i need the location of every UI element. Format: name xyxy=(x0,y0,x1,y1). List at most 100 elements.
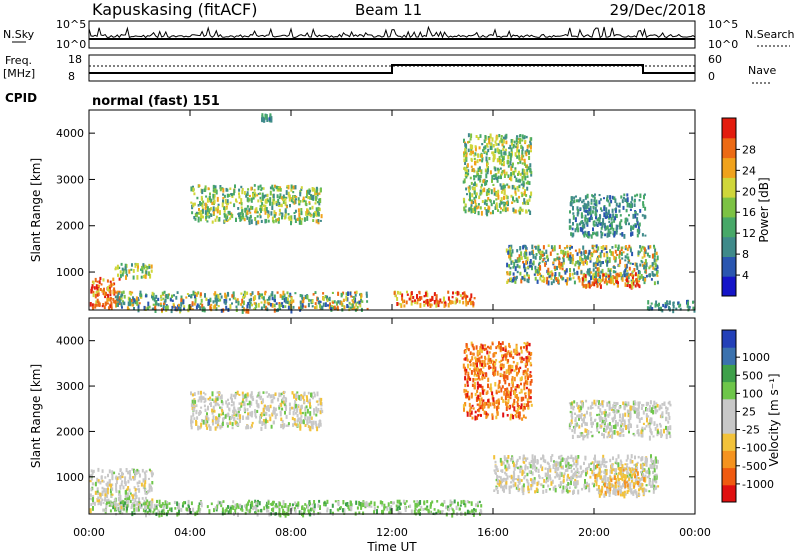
data-cell xyxy=(537,266,540,271)
data-cell xyxy=(466,169,468,173)
data-cell xyxy=(527,166,530,170)
data-cell xyxy=(177,304,179,310)
data-cell xyxy=(117,496,120,502)
data-cell xyxy=(477,409,479,412)
data-cell xyxy=(265,200,268,204)
data-cell xyxy=(106,484,109,488)
data-cell xyxy=(337,300,340,304)
data-cell xyxy=(647,300,650,305)
data-cell xyxy=(609,195,612,200)
data-cell xyxy=(532,254,535,259)
data-cell xyxy=(120,296,123,300)
data-cell xyxy=(193,405,195,408)
data-cell xyxy=(507,155,510,160)
data-cell xyxy=(260,306,263,310)
data-cell xyxy=(302,419,305,425)
data-cell xyxy=(522,245,525,250)
data-cell xyxy=(528,150,530,155)
data-cell xyxy=(227,210,230,215)
data-cell xyxy=(523,158,526,161)
data-cell xyxy=(296,391,299,394)
data-cell xyxy=(237,412,240,418)
data-cell xyxy=(464,503,467,508)
data-cell xyxy=(111,470,114,476)
data-cell xyxy=(493,192,496,196)
data-cell xyxy=(128,470,131,475)
data-cell xyxy=(151,498,154,504)
data-cell xyxy=(577,227,580,233)
data-cell xyxy=(318,397,321,402)
data-cell xyxy=(534,269,537,274)
data-cell xyxy=(413,509,416,515)
data-cell xyxy=(631,262,634,265)
data-cell xyxy=(297,504,300,507)
data-cell xyxy=(626,474,629,478)
data-cell xyxy=(203,188,206,192)
data-cell xyxy=(300,220,303,225)
power-colorbar-segment xyxy=(722,197,736,218)
data-cell xyxy=(182,299,185,305)
data-cell xyxy=(500,149,503,154)
data-cell xyxy=(502,412,505,418)
data-cell xyxy=(122,503,125,507)
data-cell xyxy=(322,302,325,307)
data-cell xyxy=(501,469,504,473)
data-cell xyxy=(571,261,574,265)
data-cell xyxy=(282,199,285,204)
data-cell xyxy=(568,225,571,230)
data-cell xyxy=(139,290,142,294)
data-cell xyxy=(472,208,475,213)
data-cell xyxy=(279,411,282,417)
data-cell xyxy=(626,284,629,287)
data-cell xyxy=(166,305,169,310)
data-cell xyxy=(649,305,652,310)
data-cell xyxy=(643,280,646,285)
data-cell xyxy=(198,208,200,212)
data-cell xyxy=(498,203,501,208)
data-cell xyxy=(471,416,474,420)
data-cell xyxy=(503,184,506,189)
data-cell xyxy=(198,508,201,513)
data-cell xyxy=(515,145,518,149)
data-cell xyxy=(650,464,653,470)
data-cell xyxy=(305,405,308,409)
data-cell xyxy=(523,346,525,349)
data-cell xyxy=(469,360,472,363)
power-colorbar-tick: 24 xyxy=(742,164,756,177)
data-cell xyxy=(646,252,649,257)
data-cell xyxy=(303,400,306,404)
data-cell xyxy=(316,391,319,397)
data-cell xyxy=(157,509,160,514)
data-cell xyxy=(480,404,483,410)
data-cell xyxy=(414,300,417,305)
data-cell xyxy=(134,498,137,503)
data-cell xyxy=(515,415,518,419)
data-cell xyxy=(197,390,200,395)
data-cell xyxy=(309,189,311,193)
data-cell xyxy=(242,398,245,402)
data-cell xyxy=(420,296,423,300)
data-cell xyxy=(350,505,353,510)
data-cell xyxy=(280,417,283,421)
data-cell xyxy=(121,272,124,277)
data-cell xyxy=(247,412,250,416)
data-cell xyxy=(237,504,240,507)
data-cell xyxy=(518,367,520,373)
data-cell xyxy=(200,395,203,400)
data-cell xyxy=(252,398,255,401)
data-cell xyxy=(197,291,200,295)
data-cell xyxy=(599,282,601,286)
data-cell xyxy=(288,300,291,306)
data-cell xyxy=(299,305,302,310)
data-cell xyxy=(476,374,479,377)
data-cell xyxy=(559,461,562,465)
data-cell xyxy=(514,394,517,399)
data-cell xyxy=(309,299,312,302)
data-cell xyxy=(94,293,97,299)
data-cell xyxy=(494,148,497,154)
data-cell xyxy=(207,417,210,421)
data-cell xyxy=(227,510,230,515)
data-cell xyxy=(284,201,287,206)
data-cell xyxy=(475,194,477,199)
data-cell xyxy=(218,416,221,419)
